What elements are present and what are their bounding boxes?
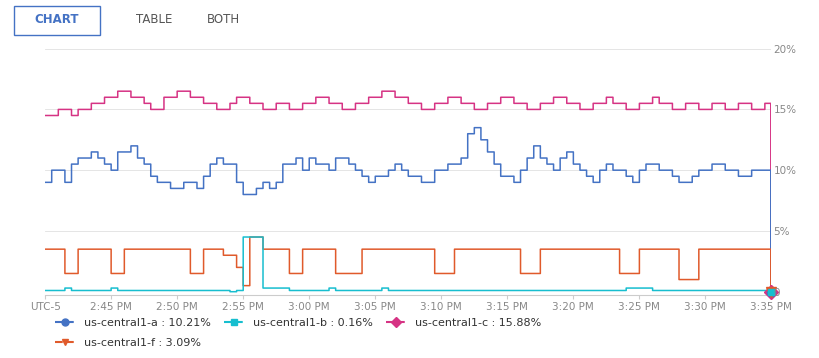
Text: CHART: CHART <box>34 13 79 25</box>
Legend: us-central1-a : 10.21%, us-central1-b : 0.16%, us-central1-c : 15.88%: us-central1-a : 10.21%, us-central1-b : … <box>51 314 545 333</box>
Text: BOTH: BOTH <box>206 13 239 25</box>
Text: TABLE: TABLE <box>136 13 172 25</box>
FancyBboxPatch shape <box>13 5 100 34</box>
Legend: us-central1-f : 3.09%: us-central1-f : 3.09% <box>51 334 206 352</box>
